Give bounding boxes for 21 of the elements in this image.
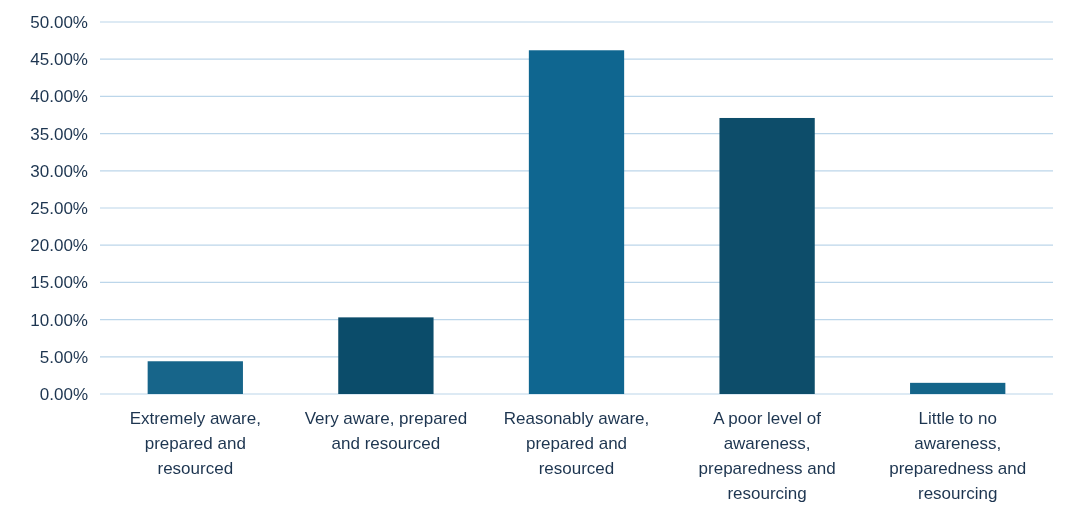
bar [910, 382, 1006, 394]
y-tick-label: 20.00% [30, 236, 88, 256]
bar [147, 361, 243, 394]
x-tick-label: Very aware, prepared and resourced [304, 409, 468, 453]
y-tick-label: 15.00% [30, 273, 88, 293]
x-tick-label: Reasonably aware, prepared and resourced [503, 409, 650, 478]
x-tick-label: Little to no awareness, preparedness and resourcing [889, 409, 1027, 503]
y-tick-label: 40.00% [30, 87, 88, 107]
y-tick-label: 5.00% [39, 347, 88, 367]
y-tick-label: 45.00% [30, 50, 88, 70]
y-tick-label: 0.00% [39, 384, 88, 404]
y-tick-label: 30.00% [30, 161, 88, 181]
bar [338, 317, 434, 394]
x-tick-label: Extremely aware, prepared and resourced [129, 409, 261, 478]
y-tick-label: 35.00% [30, 124, 88, 144]
bar [528, 50, 625, 394]
y-tick-label: 10.00% [30, 310, 88, 330]
y-tick-label: 50.00% [30, 12, 88, 32]
bar [719, 117, 815, 394]
x-tick-label: A poor level of awareness, preparedness and resourcing [698, 409, 836, 503]
y-tick-label: 25.00% [30, 198, 88, 218]
